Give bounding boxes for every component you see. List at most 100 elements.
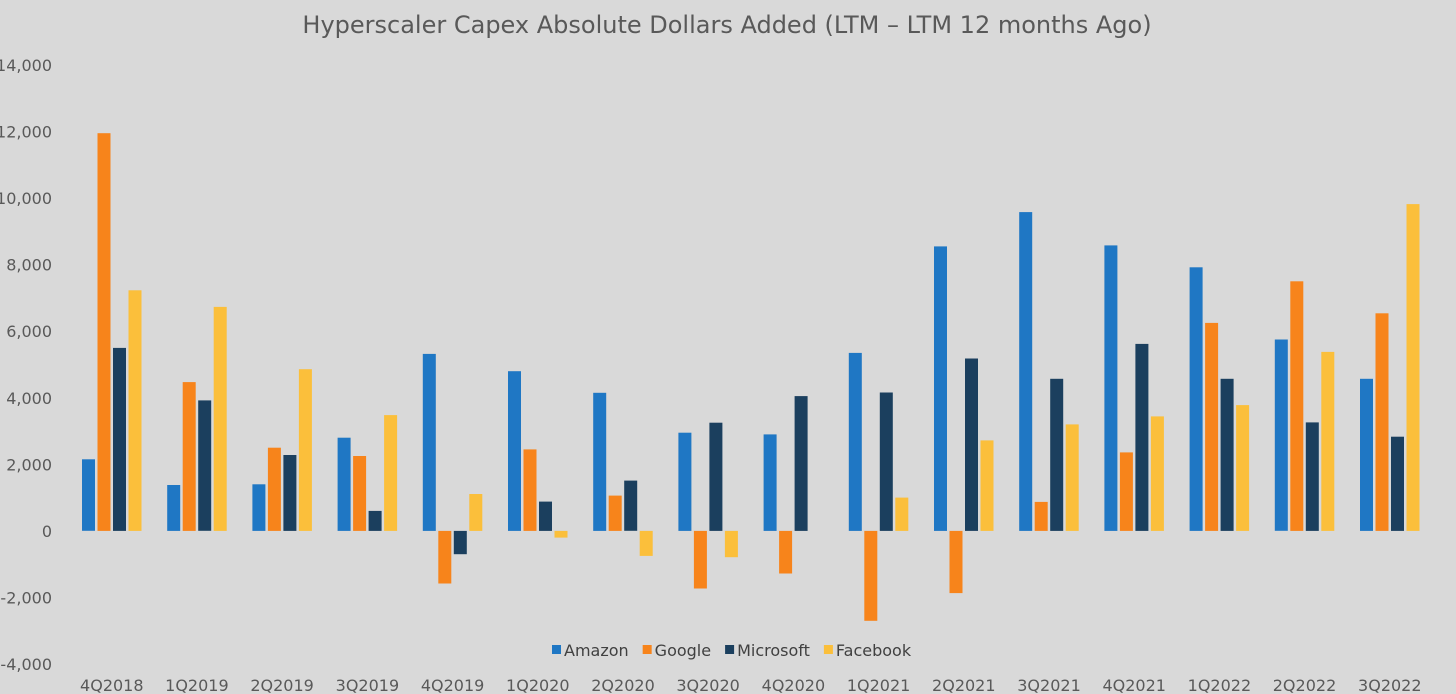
- bar-google-2q2019: [267, 447, 281, 531]
- bar-amazon-4q2021: [1104, 245, 1118, 531]
- bar-facebook-1q2019: [213, 306, 227, 531]
- bar-facebook-3q2021: [1065, 424, 1079, 531]
- bar-google-2q2021: [949, 530, 963, 594]
- legend-label-amazon: Amazon: [564, 641, 629, 660]
- bar-amazon-2q2019: [252, 484, 266, 531]
- x-axis: 4Q2018 1Q2019 2Q2019 3Q2019 4Q2019 1Q2020 2Q20…: [80, 676, 1422, 694]
- bar-microsoft-2q2021: [965, 358, 978, 531]
- bar-microsoft-1q2019: [198, 400, 212, 531]
- bar-microsoft-4q2019: [453, 530, 467, 555]
- bar-google-4q2020: [779, 530, 793, 574]
- bar-google-4q2019: [438, 530, 452, 584]
- x-tick-label: 4Q2018: [80, 676, 144, 694]
- x-tick-label: 2Q2021: [932, 676, 996, 694]
- bar-facebook-1q2022: [1236, 405, 1250, 531]
- y-tick-label: -4,000: [0, 655, 52, 674]
- y-tick-label: 0: [42, 522, 52, 541]
- bar-microsoft-4q2018: [113, 347, 126, 531]
- y-tick-label: 4,000: [6, 389, 52, 408]
- bar-amazon-1q2022: [1189, 267, 1203, 531]
- x-tick-label: 4Q2020: [762, 676, 826, 694]
- x-tick-label: 1Q2020: [506, 676, 570, 694]
- bar-facebook-2q2020: [639, 530, 653, 556]
- x-tick-label: 4Q2021: [1102, 676, 1166, 694]
- chart-title: Hyperscaler Capex Absolute Dollars Added…: [302, 11, 1151, 39]
- bar-microsoft-1q2020: [539, 501, 552, 531]
- bar-google-1q2020: [523, 449, 537, 531]
- y-tick-label: 10,000: [0, 189, 52, 208]
- bar-facebook-4q2019: [469, 494, 483, 531]
- x-tick-label: 4Q2019: [421, 676, 485, 694]
- bar-microsoft-3q2020: [709, 422, 723, 531]
- bar-amazon-3q2021: [1019, 212, 1033, 531]
- bar-microsoft-4q2020: [794, 396, 808, 531]
- bar-google-4q2018: [97, 133, 111, 531]
- bar-google-1q2022: [1205, 322, 1219, 531]
- legend-swatch-amazon: [552, 645, 561, 654]
- bars: [82, 133, 1420, 621]
- x-tick-label: 3Q2020: [676, 676, 740, 694]
- bar-amazon-3q2020: [678, 432, 692, 531]
- bar-amazon-2q2022: [1274, 339, 1288, 531]
- bar-amazon-4q2020: [763, 434, 777, 531]
- bar-google-2q2020: [608, 495, 622, 531]
- bar-microsoft-3q2019: [368, 510, 382, 531]
- x-tick-label: 2Q2022: [1273, 676, 1337, 694]
- legend-label-facebook: Facebook: [836, 641, 912, 660]
- bar-facebook-1q2021: [895, 497, 909, 531]
- bar-google-2q2022: [1290, 281, 1304, 531]
- bar-microsoft-4q2021: [1135, 343, 1149, 531]
- y-axis: 14,000 12,000 10,000 8,000 6,000 4,000 2,000 0 -…: [0, 56, 52, 674]
- legend-swatch-google: [642, 645, 652, 654]
- bar-amazon-1q2020: [508, 371, 521, 531]
- bar-facebook-2q2019: [298, 369, 312, 531]
- x-tick-label: 3Q2022: [1358, 676, 1422, 694]
- bar-microsoft-2q2020: [624, 480, 638, 531]
- bar-google-1q2019: [182, 382, 196, 531]
- bar-google-4q2021: [1119, 452, 1133, 531]
- bar-microsoft-2q2022: [1305, 422, 1319, 531]
- bar-microsoft-2q2019: [283, 455, 297, 531]
- bar-google-3q2021: [1034, 501, 1048, 531]
- bar-amazon-3q2022: [1360, 378, 1373, 531]
- x-tick-label: 2Q2020: [591, 676, 655, 694]
- x-tick-label: 1Q2022: [1188, 676, 1252, 694]
- bar-google-3q2022: [1375, 313, 1389, 531]
- bar-facebook-1q2020: [554, 530, 568, 538]
- y-tick-label: 6,000: [6, 322, 52, 341]
- x-tick-label: 2Q2019: [250, 676, 314, 694]
- bar-facebook-3q2020: [724, 530, 738, 558]
- x-tick-label: 3Q2019: [336, 676, 400, 694]
- bar-facebook-2q2021: [980, 440, 994, 531]
- bar-facebook-3q2022: [1406, 204, 1420, 531]
- y-tick-label: -2,000: [0, 588, 52, 607]
- x-tick-label: 1Q2021: [847, 676, 911, 694]
- x-tick-label: 1Q2019: [165, 676, 229, 694]
- bar-facebook-4q2021: [1150, 416, 1164, 531]
- bar-google-1q2021: [864, 530, 878, 621]
- bar-amazon-2q2020: [593, 392, 607, 531]
- legend-label-microsoft: Microsoft: [737, 641, 810, 660]
- bar-microsoft-1q2022: [1220, 378, 1234, 531]
- legend: Amazon Google Microsoft Facebook: [552, 641, 912, 660]
- legend-label-google: Google: [655, 641, 711, 660]
- bar-amazon-1q2019: [167, 485, 181, 531]
- bar-microsoft-3q2022: [1391, 436, 1404, 531]
- x-tick-label: 3Q2021: [1017, 676, 1081, 694]
- bar-facebook-3q2019: [384, 415, 398, 531]
- bar-microsoft-1q2021: [879, 392, 893, 531]
- y-tick-label: 12,000: [0, 123, 52, 142]
- bar-amazon-2q2021: [934, 246, 947, 531]
- y-tick-label: 2,000: [6, 455, 52, 474]
- bar-google-3q2019: [353, 456, 367, 531]
- y-tick-label: 14,000: [0, 56, 52, 75]
- legend-swatch-microsoft: [725, 645, 735, 654]
- bar-amazon-3q2019: [337, 437, 351, 531]
- bar-facebook-2q2022: [1321, 351, 1335, 531]
- legend-swatch-facebook: [823, 645, 833, 654]
- bar-amazon-1q2021: [848, 352, 862, 531]
- bar-microsoft-3q2021: [1050, 378, 1064, 531]
- bar-facebook-4q2018: [128, 290, 142, 531]
